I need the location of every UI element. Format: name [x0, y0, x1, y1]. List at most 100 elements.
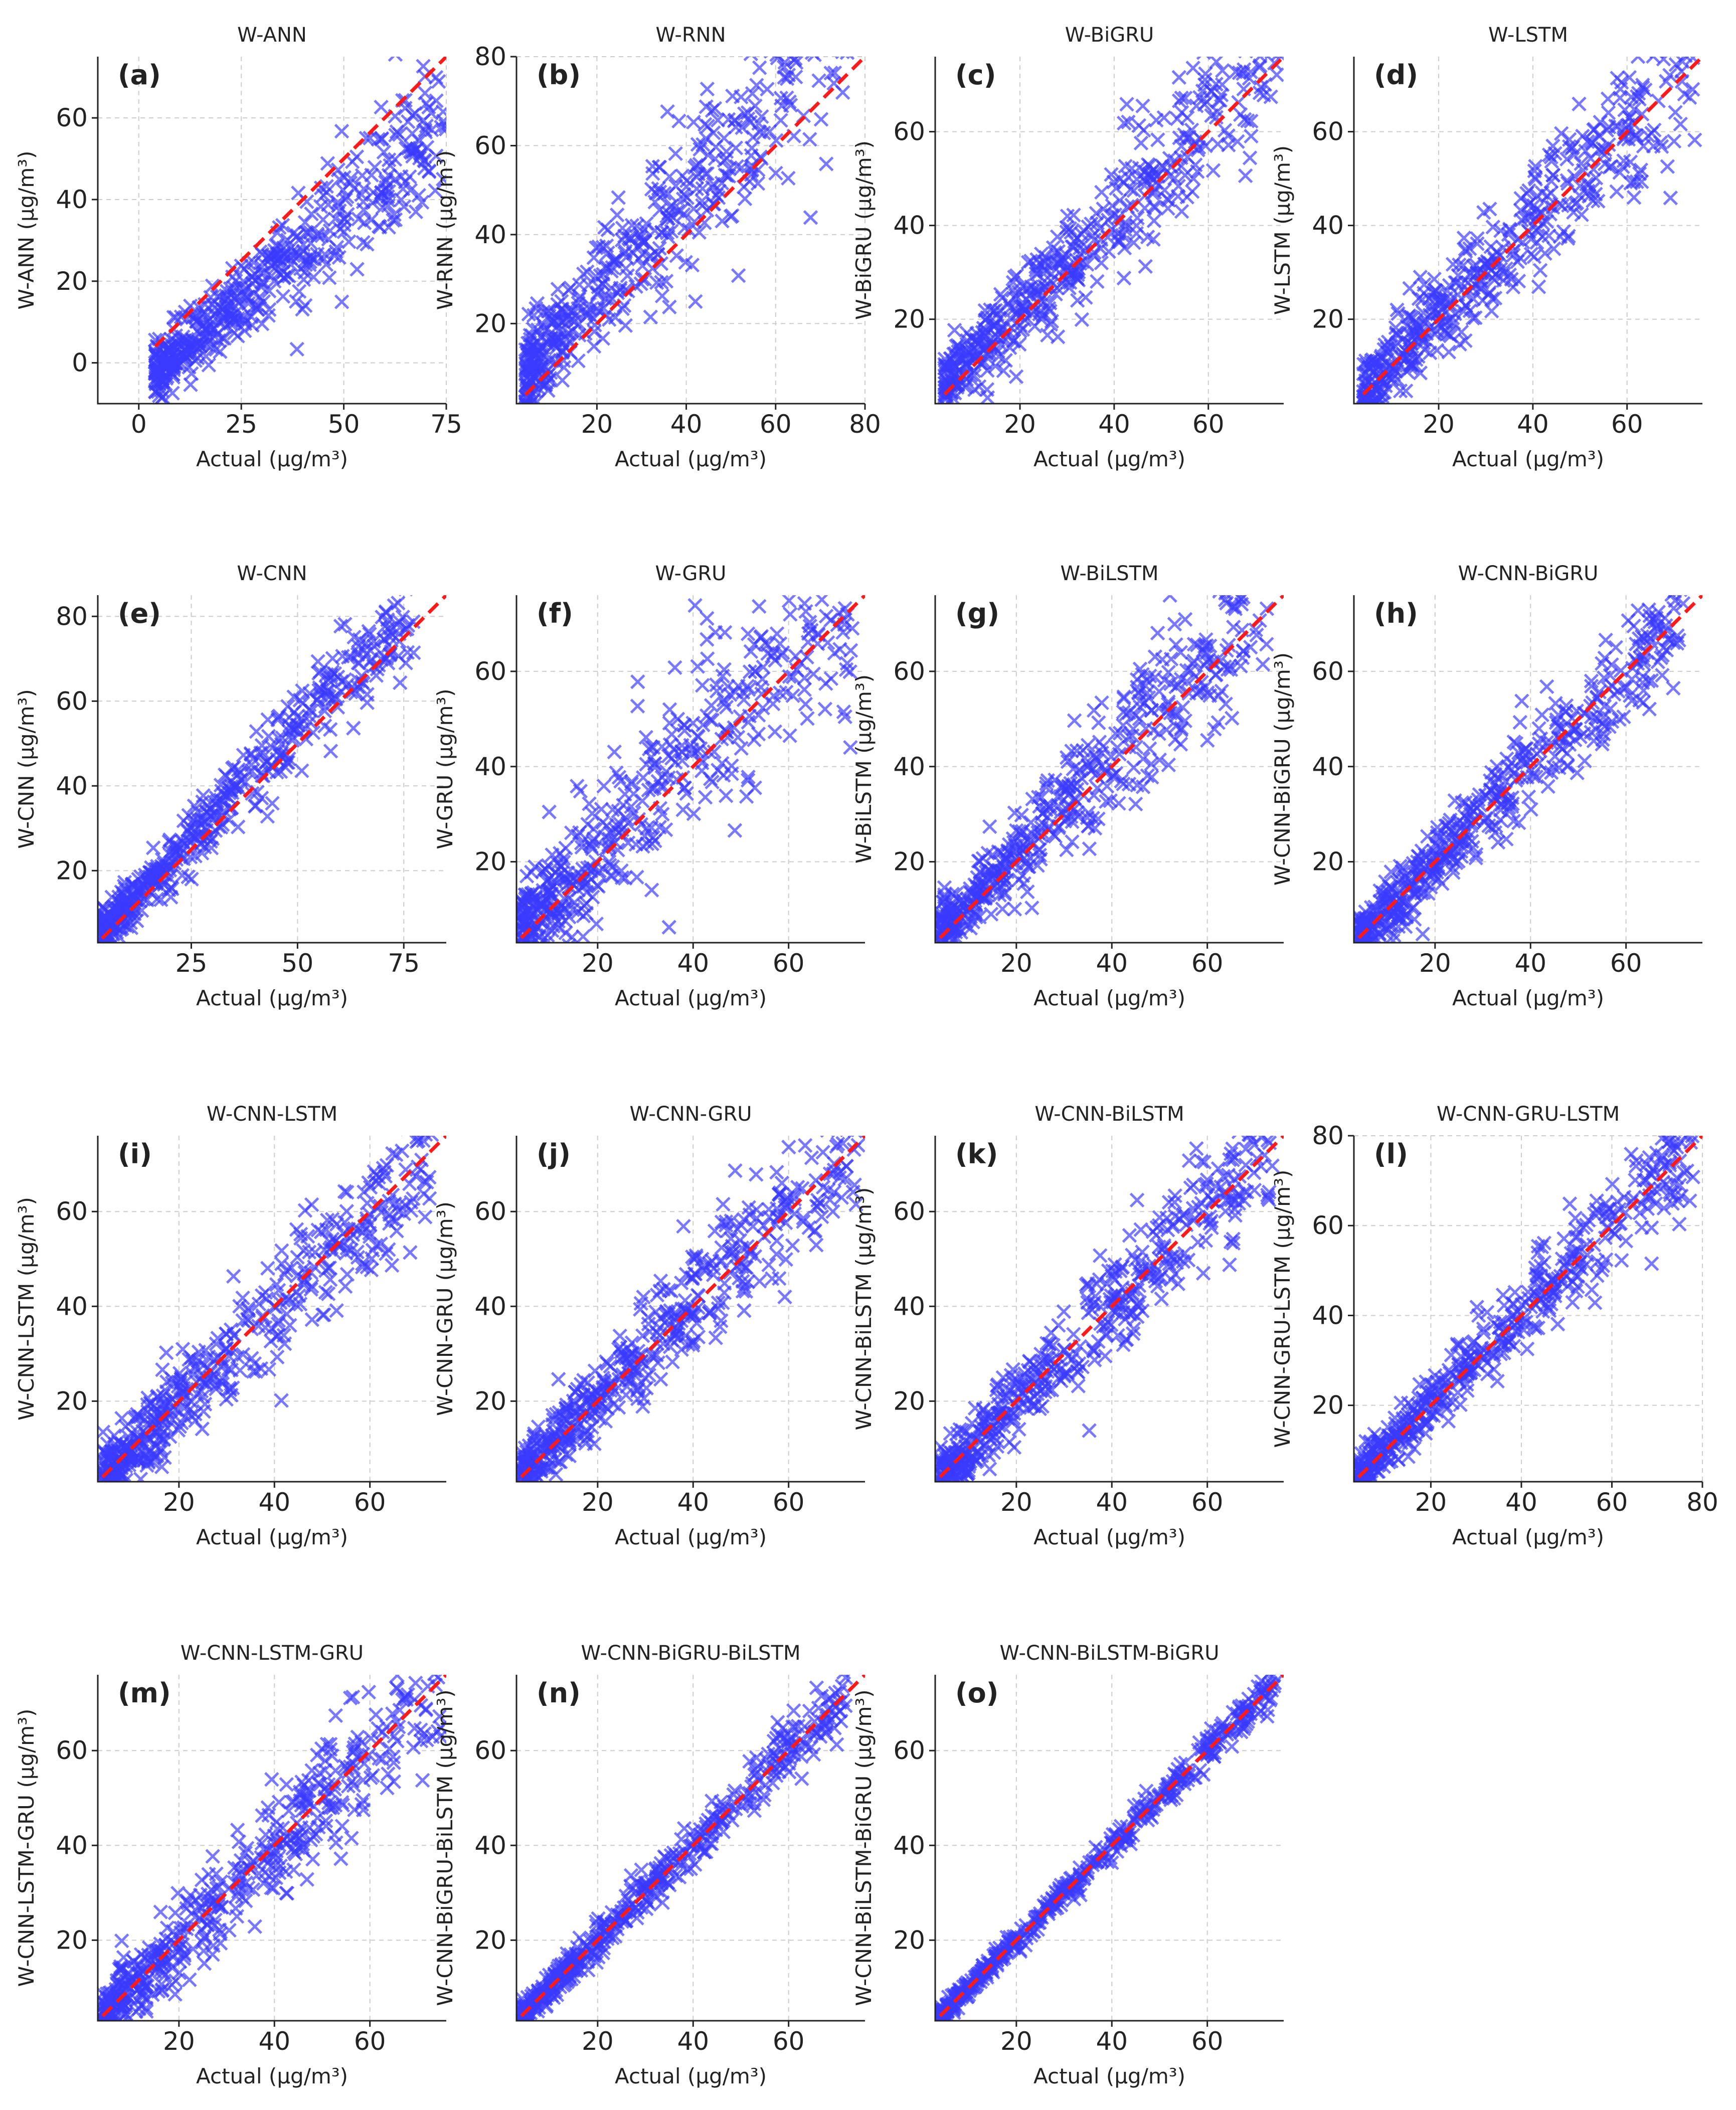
- data-point: [349, 149, 365, 164]
- data-point: [748, 664, 763, 679]
- data-point: [119, 1481, 133, 1482]
- data-point: [1109, 181, 1124, 196]
- x-tick-label: 40: [258, 1488, 290, 1517]
- data-point: [1613, 663, 1629, 678]
- data-point: [261, 729, 276, 744]
- data-point: [1585, 182, 1600, 197]
- data-point: [1070, 293, 1085, 308]
- data-point: [1493, 812, 1508, 827]
- data-point: [1359, 403, 1372, 404]
- data-point: [1373, 929, 1388, 943]
- data-point: [1357, 426, 1370, 439]
- data-point: [823, 671, 839, 686]
- data-point: [333, 619, 349, 634]
- data-point: [352, 632, 367, 647]
- data-point: [754, 109, 769, 124]
- data-point: [311, 665, 326, 681]
- data-point: [1268, 21, 1281, 34]
- data-point: [1626, 190, 1642, 205]
- data-point: [1197, 72, 1212, 87]
- data-point: [1641, 128, 1656, 143]
- data-point: [1006, 333, 1022, 348]
- data-point: [609, 765, 624, 781]
- data-point: [542, 871, 557, 887]
- data-point: [1019, 841, 1034, 856]
- data-point: [435, 171, 446, 187]
- data-point: [761, 1257, 776, 1273]
- data-point: [292, 1297, 308, 1312]
- data-point: [393, 572, 406, 585]
- data-point: [718, 788, 734, 803]
- data-point: [1223, 662, 1239, 677]
- data-point: [1543, 735, 1559, 751]
- data-point: [1260, 32, 1273, 45]
- data-point: [1609, 184, 1624, 199]
- x-tick-label: 75: [388, 949, 420, 978]
- data-point: [428, 183, 443, 198]
- data-point: [728, 112, 743, 128]
- data-point: [1670, 57, 1683, 58]
- data-point: [834, 1190, 849, 1205]
- data-point: [764, 21, 777, 34]
- data-point: [271, 1313, 286, 1328]
- data-point: [1133, 135, 1149, 151]
- data-point: [698, 790, 713, 805]
- data-point: [941, 953, 954, 966]
- data-point: [154, 858, 169, 874]
- x-axis-label: Actual (μg/m³): [615, 986, 767, 1010]
- data-point: [1162, 150, 1177, 166]
- data-point: [1529, 235, 1544, 250]
- data-point: [1128, 740, 1144, 755]
- data-point: [416, 59, 431, 74]
- data-point: [834, 27, 847, 40]
- data-point: [1007, 805, 1022, 820]
- data-point: [1561, 229, 1576, 244]
- data-point: [734, 160, 749, 175]
- data-point: [671, 113, 686, 129]
- data-point: [1688, 42, 1701, 55]
- data-point: [1567, 147, 1582, 162]
- data-point: [119, 1438, 134, 1453]
- data-point: [1150, 132, 1165, 147]
- data-point: [734, 89, 749, 105]
- data-point: [818, 542, 831, 555]
- data-point: [1262, 3, 1275, 16]
- y-tick-label: 60: [56, 103, 88, 132]
- data-point: [523, 938, 538, 943]
- data-point: [1687, 132, 1702, 147]
- data-point: [542, 303, 557, 319]
- x-tick-label: 75: [430, 410, 462, 439]
- data-point: [769, 1247, 784, 1262]
- data-point: [1232, 65, 1247, 80]
- data-point: [523, 331, 538, 347]
- data-point: [611, 190, 626, 205]
- data-point: [1074, 312, 1090, 327]
- data-point: [587, 324, 602, 339]
- data-point: [1612, 90, 1628, 106]
- data-point: [225, 761, 240, 776]
- data-point: [1369, 409, 1382, 422]
- data-point: [274, 737, 289, 752]
- data-point: [1573, 729, 1588, 745]
- data-point: [354, 668, 369, 683]
- data-point: [1257, 4, 1270, 17]
- data-point: [776, 37, 789, 50]
- data-point: [812, 556, 825, 569]
- data-point: [1173, 645, 1188, 660]
- data-point: [1521, 209, 1536, 224]
- data-point: [841, 532, 854, 545]
- data-point: [1116, 115, 1132, 131]
- data-point: [643, 739, 659, 754]
- data-point: [180, 331, 195, 347]
- data-point: [1240, 38, 1253, 51]
- data-point: [1039, 797, 1054, 813]
- reference-line: [101, 1136, 446, 1479]
- data-point: [202, 329, 218, 344]
- data-point: [258, 1320, 273, 1335]
- data-point: [589, 240, 604, 255]
- data-point: [154, 1406, 169, 1422]
- data-point: [1144, 756, 1159, 772]
- data-point: [777, 1289, 792, 1305]
- data-point: [1111, 232, 1126, 247]
- data-point: [317, 704, 332, 719]
